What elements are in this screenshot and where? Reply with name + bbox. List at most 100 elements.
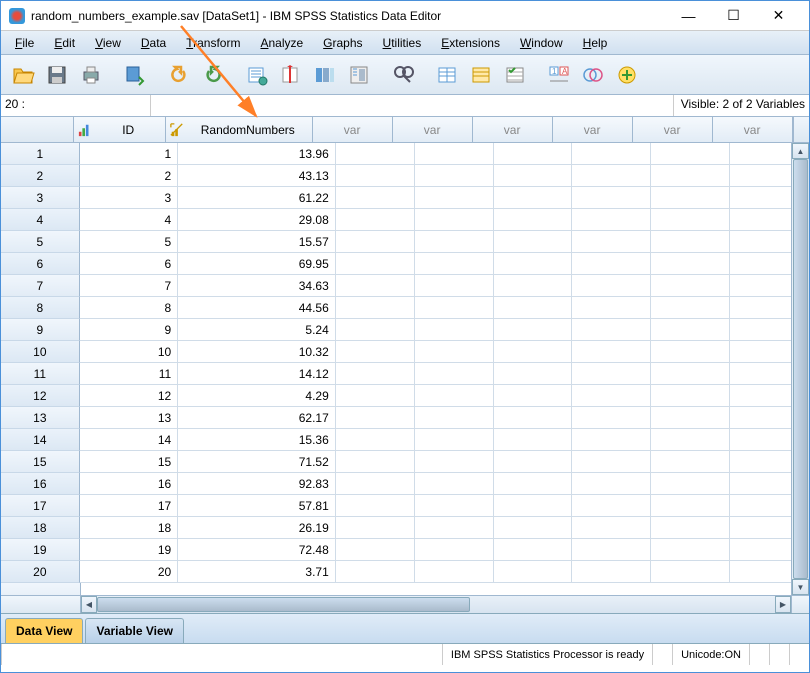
tab-variable-view[interactable]: Variable View (85, 618, 184, 643)
cell-empty[interactable] (415, 451, 494, 473)
cell-empty[interactable] (415, 319, 494, 341)
cell-empty[interactable] (336, 319, 415, 341)
cell-randomnumbers[interactable]: 13.96 (178, 143, 336, 165)
row-number[interactable]: 3 (1, 187, 80, 209)
row-number[interactable]: 11 (1, 363, 80, 385)
cell-empty[interactable] (494, 341, 573, 363)
cell-empty[interactable] (415, 165, 494, 187)
cell-empty[interactable] (572, 187, 651, 209)
cell-id[interactable]: 19 (80, 539, 179, 561)
column-header-empty[interactable]: var (473, 117, 553, 142)
redo-button[interactable] (197, 59, 229, 91)
save-button[interactable] (41, 59, 73, 91)
cell-empty[interactable] (651, 451, 730, 473)
cell-randomnumbers[interactable]: 69.95 (178, 253, 336, 275)
cell-id[interactable]: 14 (80, 429, 179, 451)
cell-randomnumbers[interactable]: 92.83 (178, 473, 336, 495)
cell-empty[interactable] (651, 385, 730, 407)
cell-empty[interactable] (336, 429, 415, 451)
cell-id[interactable]: 11 (80, 363, 179, 385)
cell-empty[interactable] (572, 385, 651, 407)
cell-empty[interactable] (336, 275, 415, 297)
cell-randomnumbers[interactable]: 15.57 (178, 231, 336, 253)
cell-empty[interactable] (494, 517, 573, 539)
minimize-button[interactable]: — (666, 2, 711, 30)
row-number[interactable]: 17 (1, 495, 80, 517)
cell-empty[interactable] (336, 209, 415, 231)
cell-empty[interactable] (651, 231, 730, 253)
scroll-left-button[interactable]: ◀ (81, 596, 97, 613)
cell-empty[interactable] (651, 275, 730, 297)
cell-empty[interactable] (651, 429, 730, 451)
cell-value-input[interactable] (151, 95, 674, 116)
cell-empty[interactable] (572, 275, 651, 297)
cell-empty[interactable] (336, 363, 415, 385)
cell-empty[interactable] (415, 275, 494, 297)
cell-empty[interactable] (572, 363, 651, 385)
cell-empty[interactable] (494, 209, 573, 231)
cell-empty[interactable] (494, 407, 573, 429)
menu-file[interactable]: File (5, 34, 44, 52)
cell-empty[interactable] (572, 561, 651, 583)
cell-empty[interactable] (336, 165, 415, 187)
cell-randomnumbers[interactable]: 44.56 (178, 297, 336, 319)
cell-empty[interactable] (415, 363, 494, 385)
row-number[interactable]: 14 (1, 429, 80, 451)
cell-randomnumbers[interactable]: 57.81 (178, 495, 336, 517)
cell-empty[interactable] (651, 165, 730, 187)
cell-empty[interactable] (494, 451, 573, 473)
cell-empty[interactable] (651, 297, 730, 319)
cell-randomnumbers[interactable]: 5.24 (178, 319, 336, 341)
row-number[interactable]: 6 (1, 253, 80, 275)
cell-empty[interactable] (494, 363, 573, 385)
cell-empty[interactable] (336, 407, 415, 429)
cell-empty[interactable] (494, 143, 573, 165)
column-header-empty[interactable]: var (633, 117, 713, 142)
weight-cases-button[interactable] (465, 59, 497, 91)
close-button[interactable]: ✕ (756, 2, 801, 30)
cell-empty[interactable] (651, 517, 730, 539)
menu-view[interactable]: View (85, 34, 131, 52)
cell-empty[interactable] (651, 539, 730, 561)
cell-empty[interactable] (651, 187, 730, 209)
cell-empty[interactable] (494, 473, 573, 495)
maximize-button[interactable]: ☐ (711, 2, 756, 30)
cell-randomnumbers[interactable]: 62.17 (178, 407, 336, 429)
hscroll-thumb[interactable] (97, 597, 470, 612)
cell-id[interactable]: 1 (80, 143, 179, 165)
cell-empty[interactable] (415, 187, 494, 209)
cell-empty[interactable] (494, 495, 573, 517)
cell-empty[interactable] (651, 143, 730, 165)
cell-randomnumbers[interactable]: 26.19 (178, 517, 336, 539)
cell-empty[interactable] (415, 143, 494, 165)
goto-variable-button[interactable] (275, 59, 307, 91)
cell-empty[interactable] (572, 495, 651, 517)
menu-help[interactable]: Help (573, 34, 618, 52)
row-number[interactable] (1, 583, 81, 595)
cell-empty[interactable] (572, 473, 651, 495)
cell-empty[interactable] (415, 385, 494, 407)
cell-id[interactable]: 16 (80, 473, 179, 495)
cell-empty[interactable] (651, 495, 730, 517)
cell-id[interactable]: 18 (80, 517, 179, 539)
column-header-empty[interactable]: var (713, 117, 793, 142)
row-number[interactable]: 15 (1, 451, 80, 473)
menu-extensions[interactable]: Extensions (431, 34, 510, 52)
vertical-scrollbar[interactable]: ▲ ▼ (791, 143, 809, 595)
row-number[interactable]: 18 (1, 517, 80, 539)
cell-randomnumbers[interactable]: 72.48 (178, 539, 336, 561)
cell-randomnumbers[interactable]: 4.29 (178, 385, 336, 407)
cell-empty[interactable] (572, 429, 651, 451)
cell-empty[interactable] (494, 253, 573, 275)
row-number[interactable]: 2 (1, 165, 80, 187)
cell-empty[interactable] (572, 297, 651, 319)
cell-empty[interactable] (651, 407, 730, 429)
cell-empty[interactable] (572, 341, 651, 363)
cell-randomnumbers[interactable]: 14.12 (178, 363, 336, 385)
cell-empty[interactable] (336, 495, 415, 517)
cell-empty[interactable] (572, 517, 651, 539)
variables-button[interactable] (309, 59, 341, 91)
corner-cell[interactable] (1, 117, 74, 142)
menu-analyze[interactable]: Analyze (250, 34, 313, 52)
cell-empty[interactable] (572, 539, 651, 561)
